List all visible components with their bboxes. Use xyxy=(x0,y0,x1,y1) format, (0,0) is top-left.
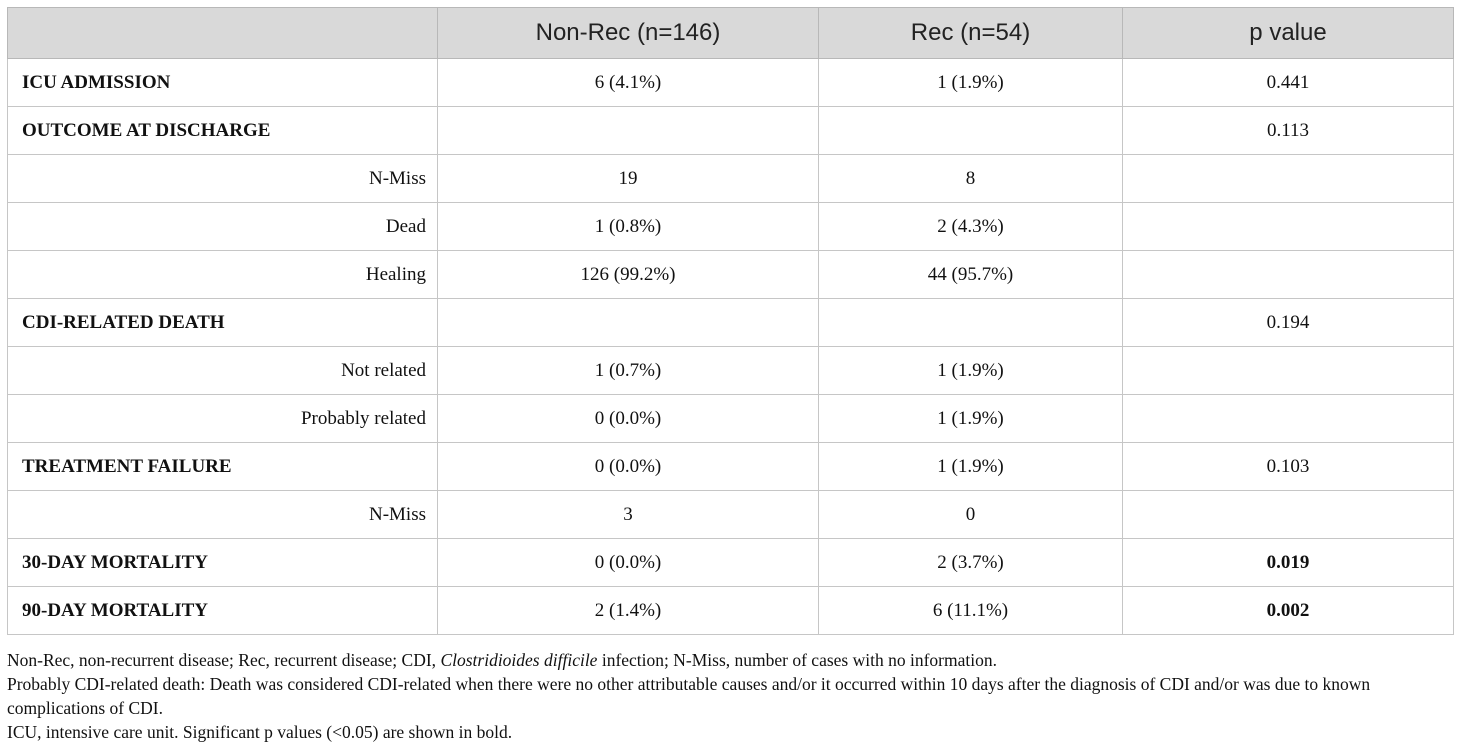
row-label: N-Miss xyxy=(7,490,438,539)
footnote-abbrev-post: infection; N-Miss, number of cases with … xyxy=(597,650,997,670)
cell-nonrec: 1 (0.8%) xyxy=(437,202,819,251)
cell-pvalue xyxy=(1122,490,1454,539)
cell-rec: 44 (95.7%) xyxy=(818,250,1123,299)
cell-pvalue: 0.103 xyxy=(1122,442,1454,491)
cell-rec: 1 (1.9%) xyxy=(818,346,1123,395)
header-row: Non-Rec (n=146) Rec (n=54) p value xyxy=(7,7,1454,59)
cell-nonrec: 2 (1.4%) xyxy=(437,586,819,635)
cell-pvalue: 0.194 xyxy=(1122,298,1454,347)
cell-nonrec: 126 (99.2%) xyxy=(437,250,819,299)
footnote-abbreviations: Non-Rec, non-recurrent disease; Rec, rec… xyxy=(7,648,1453,672)
header-cell-pvalue: p value xyxy=(1122,7,1454,59)
row-label: Dead xyxy=(7,202,438,251)
cell-pvalue xyxy=(1122,394,1454,443)
cell-rec: 1 (1.9%) xyxy=(818,58,1123,107)
cell-nonrec: 19 xyxy=(437,154,819,203)
cell-pvalue: 0.441 xyxy=(1122,58,1454,107)
table-row: Not related 1 (0.7%) 1 (1.9%) xyxy=(7,346,1454,395)
cell-rec: 1 (1.9%) xyxy=(818,442,1123,491)
row-label: Probably related xyxy=(7,394,438,443)
table-row: Probably related 0 (0.0%) 1 (1.9%) xyxy=(7,394,1454,443)
cell-pvalue xyxy=(1122,202,1454,251)
cell-rec xyxy=(818,106,1123,155)
row-label: 90-DAY MORTALITY xyxy=(7,586,438,635)
table-row: ICU ADMISSION 6 (4.1%) 1 (1.9%) 0.441 xyxy=(7,58,1454,107)
footnote-abbrev-italic: Clostridioides difficile xyxy=(440,650,598,670)
row-label: CDI-RELATED DEATH xyxy=(7,298,438,347)
table-container: Non-Rec (n=146) Rec (n=54) p value ICU A… xyxy=(7,7,1454,635)
cell-nonrec xyxy=(437,298,819,347)
row-label: TREATMENT FAILURE xyxy=(7,442,438,491)
table-row: 30-DAY MORTALITY 0 (0.0%) 2 (3.7%) 0.019 xyxy=(7,538,1454,587)
table-row: Dead 1 (0.8%) 2 (4.3%) xyxy=(7,202,1454,251)
table-row: Healing 126 (99.2%) 44 (95.7%) xyxy=(7,250,1454,299)
cell-rec: 8 xyxy=(818,154,1123,203)
cell-pvalue: 0.002 xyxy=(1122,586,1454,635)
cell-nonrec xyxy=(437,106,819,155)
row-label: Healing xyxy=(7,250,438,299)
footnote-abbrev-pre: Non-Rec, non-recurrent disease; Rec, rec… xyxy=(7,650,441,670)
cell-rec: 6 (11.1%) xyxy=(818,586,1123,635)
cell-nonrec: 6 (4.1%) xyxy=(437,58,819,107)
row-label: OUTCOME AT DISCHARGE xyxy=(7,106,438,155)
cell-nonrec: 3 xyxy=(437,490,819,539)
cell-pvalue xyxy=(1122,346,1454,395)
table-row: OUTCOME AT DISCHARGE 0.113 xyxy=(7,106,1454,155)
header-cell-nonrec: Non-Rec (n=146) xyxy=(437,7,819,59)
cell-pvalue: 0.019 xyxy=(1122,538,1454,587)
cell-rec: 2 (3.7%) xyxy=(818,538,1123,587)
table-row: N-Miss 3 0 xyxy=(7,490,1454,539)
cell-nonrec: 0 (0.0%) xyxy=(437,538,819,587)
cell-rec: 2 (4.3%) xyxy=(818,202,1123,251)
row-label: N-Miss xyxy=(7,154,438,203)
table-row: CDI-RELATED DEATH 0.194 xyxy=(7,298,1454,347)
cell-rec: 1 (1.9%) xyxy=(818,394,1123,443)
table-footnotes: Non-Rec, non-recurrent disease; Rec, rec… xyxy=(7,648,1453,744)
row-label: Not related xyxy=(7,346,438,395)
table-row: N-Miss 19 8 xyxy=(7,154,1454,203)
table-row: 90-DAY MORTALITY 2 (1.4%) 6 (11.1%) 0.002 xyxy=(7,586,1454,635)
cell-nonrec: 1 (0.7%) xyxy=(437,346,819,395)
table-row: TREATMENT FAILURE 0 (0.0%) 1 (1.9%) 0.103 xyxy=(7,442,1454,491)
cell-pvalue xyxy=(1122,154,1454,203)
cell-pvalue: 0.113 xyxy=(1122,106,1454,155)
cell-nonrec: 0 (0.0%) xyxy=(437,394,819,443)
footnote-icu: ICU, intensive care unit. Significant p … xyxy=(7,722,513,742)
cell-pvalue xyxy=(1122,250,1454,299)
row-label: ICU ADMISSION xyxy=(7,58,438,107)
cell-rec xyxy=(818,298,1123,347)
outcomes-table: Non-Rec (n=146) Rec (n=54) p value ICU A… xyxy=(7,7,1454,635)
row-label: 30-DAY MORTALITY xyxy=(7,538,438,587)
footnote-cdi-death: Probably CDI-related death: Death was co… xyxy=(7,674,1371,718)
table-body: ICU ADMISSION 6 (4.1%) 1 (1.9%) 0.441 OUTCOM… xyxy=(7,58,1454,635)
cell-nonrec: 0 (0.0%) xyxy=(437,442,819,491)
header-cell-rec: Rec (n=54) xyxy=(818,7,1123,59)
cell-rec: 0 xyxy=(818,490,1123,539)
header-cell-label xyxy=(7,7,438,59)
